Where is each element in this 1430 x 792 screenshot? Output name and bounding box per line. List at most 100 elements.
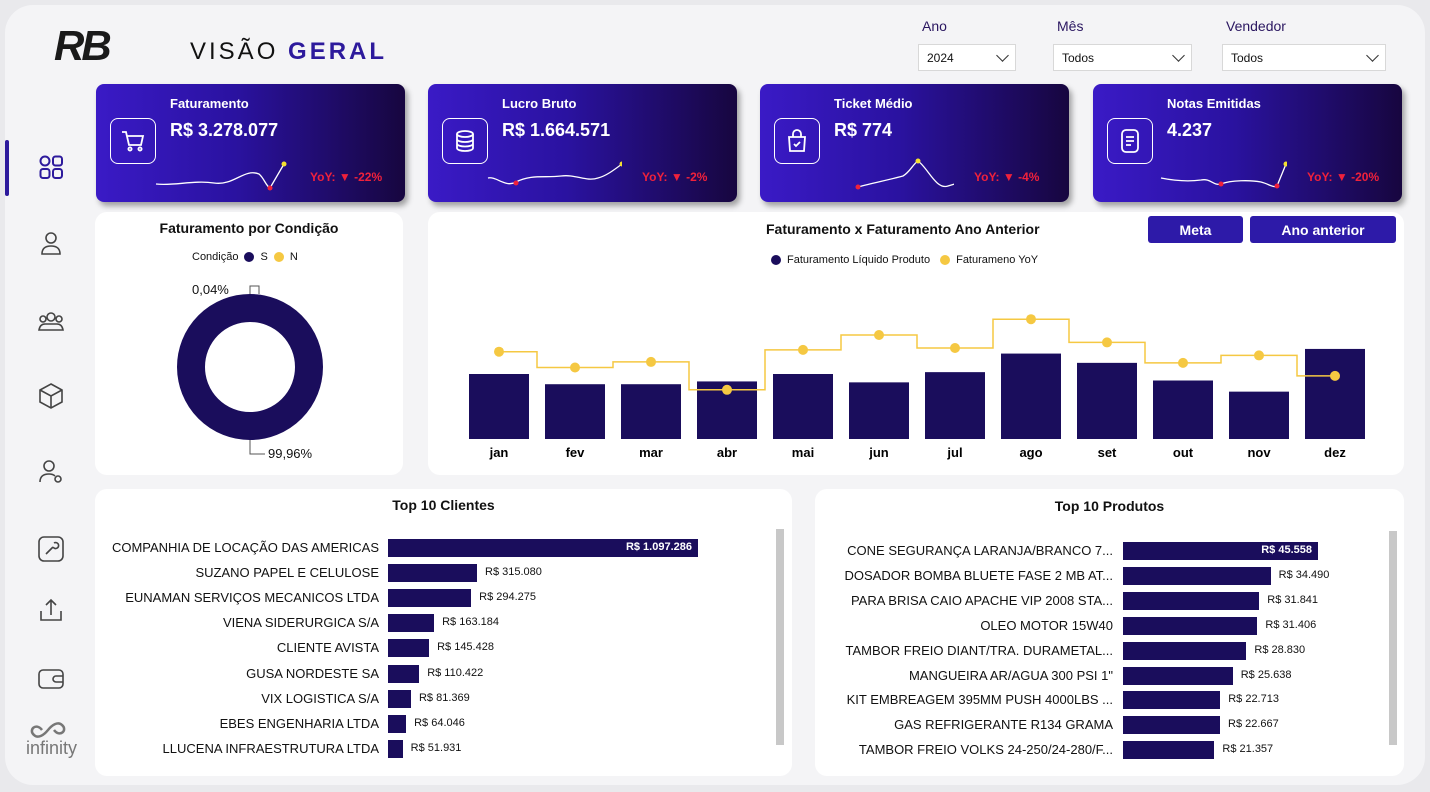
legend-dot-n — [273, 252, 284, 262]
bar-row[interactable]: VIENA SIDERURGICA S/A R$ 163.184 — [95, 614, 792, 633]
bar-value: R$ 34.490 — [1278, 568, 1330, 581]
dashboard-icon[interactable] — [36, 152, 66, 182]
combo-chart: jan fev mar abr mai jun jul ago set out nov dez — [469, 314, 1365, 460]
vendedor-select[interactable]: Todos — [1222, 44, 1386, 71]
x-tick-label: out — [1173, 445, 1194, 460]
bar-row[interactable]: COMPANHIA DE LOCAÇÃO DAS AMERICAS R$ 1.09… — [95, 539, 792, 557]
bar-value: R$ 294.275 — [479, 591, 537, 604]
box-icon[interactable] — [36, 381, 66, 411]
bar-row[interactable]: EUNAMAN SERVIÇOS MECANICOS LTDA R$ 294.27… — [95, 589, 792, 608]
yoy-point-set — [1102, 337, 1112, 348]
kpi-sparkline — [155, 161, 287, 191]
page-title: VISÃO GERAL — [190, 38, 388, 65]
legend-item-n: N — [289, 251, 298, 263]
yoy-point-jan — [494, 346, 504, 357]
bar-value: R$ 81.369 — [418, 691, 470, 704]
kpi-card-notas-emitidas: Notas Emitidas 4.237 YoY: ▼ -20% — [1093, 84, 1402, 202]
donut-title: Faturamento por Condição — [159, 220, 339, 236]
legend-series-faturamento: Faturamento Líquido Produto — [787, 254, 931, 266]
bar-row[interactable]: LLUCENA INFRAESTRUTURA LTDA R$ 51.931 — [95, 739, 792, 758]
legend-label: Condição — [192, 251, 239, 263]
scrollbar[interactable] — [776, 529, 784, 745]
x-tick-label: jun — [868, 445, 889, 460]
bar — [1123, 566, 1271, 585]
bar — [388, 589, 472, 608]
bar-row[interactable]: CLIENTE AVISTA R$ 145.428 — [95, 639, 792, 658]
bar-jun — [849, 382, 909, 439]
donut-chart — [177, 285, 323, 455]
bar-label: GAS REFRIGERANTE R134 GRAMA — [894, 717, 1113, 733]
bar-row[interactable]: EBES ENGENHARIA LTDA R$ 64.046 — [95, 714, 792, 733]
bar-fev — [545, 384, 605, 439]
bar-row[interactable]: TAMBOR FREIO VOLKS 24-250/24-280/F... R$ … — [815, 741, 1404, 760]
bar-row[interactable]: CONE SEGURANÇA LARANJA/BRANCO 7... R$ 45.… — [815, 542, 1404, 560]
top-clientes-card: Top 10 Clientes COMPANHIA DE LOCAÇÃO DAS… — [95, 489, 792, 776]
top-clientes-title: Top 10 Clientes — [392, 497, 495, 513]
bar-value: R$ 110.422 — [427, 666, 484, 679]
bar — [1123, 591, 1260, 610]
legend-dot-yoy — [940, 255, 951, 265]
bar-value: R$ 21.357 — [1222, 743, 1274, 756]
bar-label: TAMBOR FREIO VOLKS 24-250/24-280/F... — [858, 742, 1113, 758]
bar-value: R$ 31.841 — [1267, 593, 1319, 606]
yoy-point-abr — [722, 384, 732, 395]
filter-vendedor[interactable]: Vendedor Todos — [1222, 18, 1386, 71]
yoy-point-dez — [1330, 370, 1340, 381]
bar-row[interactable]: SUZANO PAPEL E CELULOSE R$ 315.080 — [95, 564, 792, 583]
user-settings-icon[interactable] — [36, 457, 66, 487]
bar — [1123, 666, 1233, 685]
x-tick-label: fev — [566, 445, 586, 460]
bar-dez — [1305, 348, 1365, 439]
bar-label: CONE SEGURANÇA LARANJA/BRANCO 7... — [847, 543, 1113, 558]
bar-value: R$ 31.406 — [1265, 618, 1317, 631]
legend-dot-s — [244, 252, 255, 262]
bar-row[interactable]: MANGUEIRA AR/AGUA 300 PSI 1" R$ 25.638 — [815, 666, 1404, 685]
bar — [1123, 616, 1258, 635]
kpi-card-ticket-medio: Ticket Médio R$ 774 YoY: ▼ -4% — [760, 84, 1069, 202]
ano-anterior-button[interactable]: Ano anterior — [1250, 216, 1396, 243]
bar-label: KIT EMBREAGEM 395MM PUSH 4000LBS ... — [846, 692, 1113, 708]
yoy-point-ago — [1026, 314, 1036, 325]
bar-jul — [925, 372, 985, 439]
x-tick-label: set — [1098, 445, 1117, 460]
upload-icon[interactable] — [36, 595, 66, 625]
bar — [1123, 641, 1247, 660]
bar-label: GUSA NORDESTE SA — [246, 665, 379, 681]
faturamento-chart-card: Faturamento x Faturamento Ano Anterior F… — [428, 212, 1404, 475]
yoy-point-jun — [874, 330, 884, 340]
bar-row[interactable]: OLEO MOTOR 15W40 R$ 31.406 — [815, 616, 1404, 635]
bar-set — [1077, 362, 1137, 439]
bar-row[interactable]: DOSADOR BOMBA BLUETE FASE 2 MB AT... R$ 3… — [815, 566, 1404, 585]
infinity-brand-text: infinity — [26, 738, 77, 758]
ano-select[interactable]: 2024 — [918, 44, 1016, 71]
x-tick-label: jan — [489, 445, 509, 460]
bar-value: R$ 1.097.286 — [625, 541, 692, 553]
wrench-icon[interactable] — [36, 534, 66, 564]
kpi-yoy: YoY: ▼ -4% — [974, 170, 1040, 184]
filter-mes[interactable]: Mês Todos — [1053, 18, 1192, 71]
team-icon[interactable] — [36, 306, 66, 336]
bar-row[interactable]: GAS REFRIGERANTE R134 GRAMA R$ 22.667 — [815, 716, 1404, 735]
bar-row[interactable]: KIT EMBREAGEM 395MM PUSH 4000LBS ... R$ 2… — [815, 691, 1404, 710]
bar-label: VIENA SIDERURGICA S/A — [222, 615, 379, 631]
bar — [1123, 716, 1221, 735]
kpi-yoy: YoY: ▼ -2% — [642, 170, 708, 184]
bar-row[interactable]: TAMBOR FREIO DIANT/TRA. DURAMETAL... R$ 2… — [815, 641, 1404, 660]
bar-row[interactable]: PARA BRISA CAIO APACHE VIP 2008 STA... R$… — [815, 591, 1404, 610]
filter-ano[interactable]: Ano 2024 — [918, 18, 1016, 71]
chart-title: Faturamento x Faturamento Ano Anterior — [766, 221, 1040, 237]
mes-select[interactable]: Todos — [1053, 44, 1192, 71]
wallet-icon[interactable] — [36, 664, 66, 694]
scrollbar[interactable] — [1389, 531, 1397, 745]
meta-button[interactable]: Meta — [1148, 216, 1243, 243]
user-icon[interactable] — [36, 228, 66, 258]
donut-slice-s — [177, 294, 323, 440]
bar-label: VIX LOGISTICA S/A — [261, 690, 379, 706]
bar-row[interactable]: VIX LOGISTICA S/A R$ 81.369 — [95, 689, 792, 708]
yoy-line — [499, 318, 1335, 391]
bar-value: R$ 22.667 — [1228, 718, 1279, 731]
bar-row[interactable]: GUSA NORDESTE SA R$ 110.422 — [95, 664, 792, 683]
x-tick-label: mar — [639, 445, 663, 460]
kpi-value: R$ 1.664.571 — [502, 120, 611, 140]
infinity-logo: infinity — [26, 722, 77, 758]
